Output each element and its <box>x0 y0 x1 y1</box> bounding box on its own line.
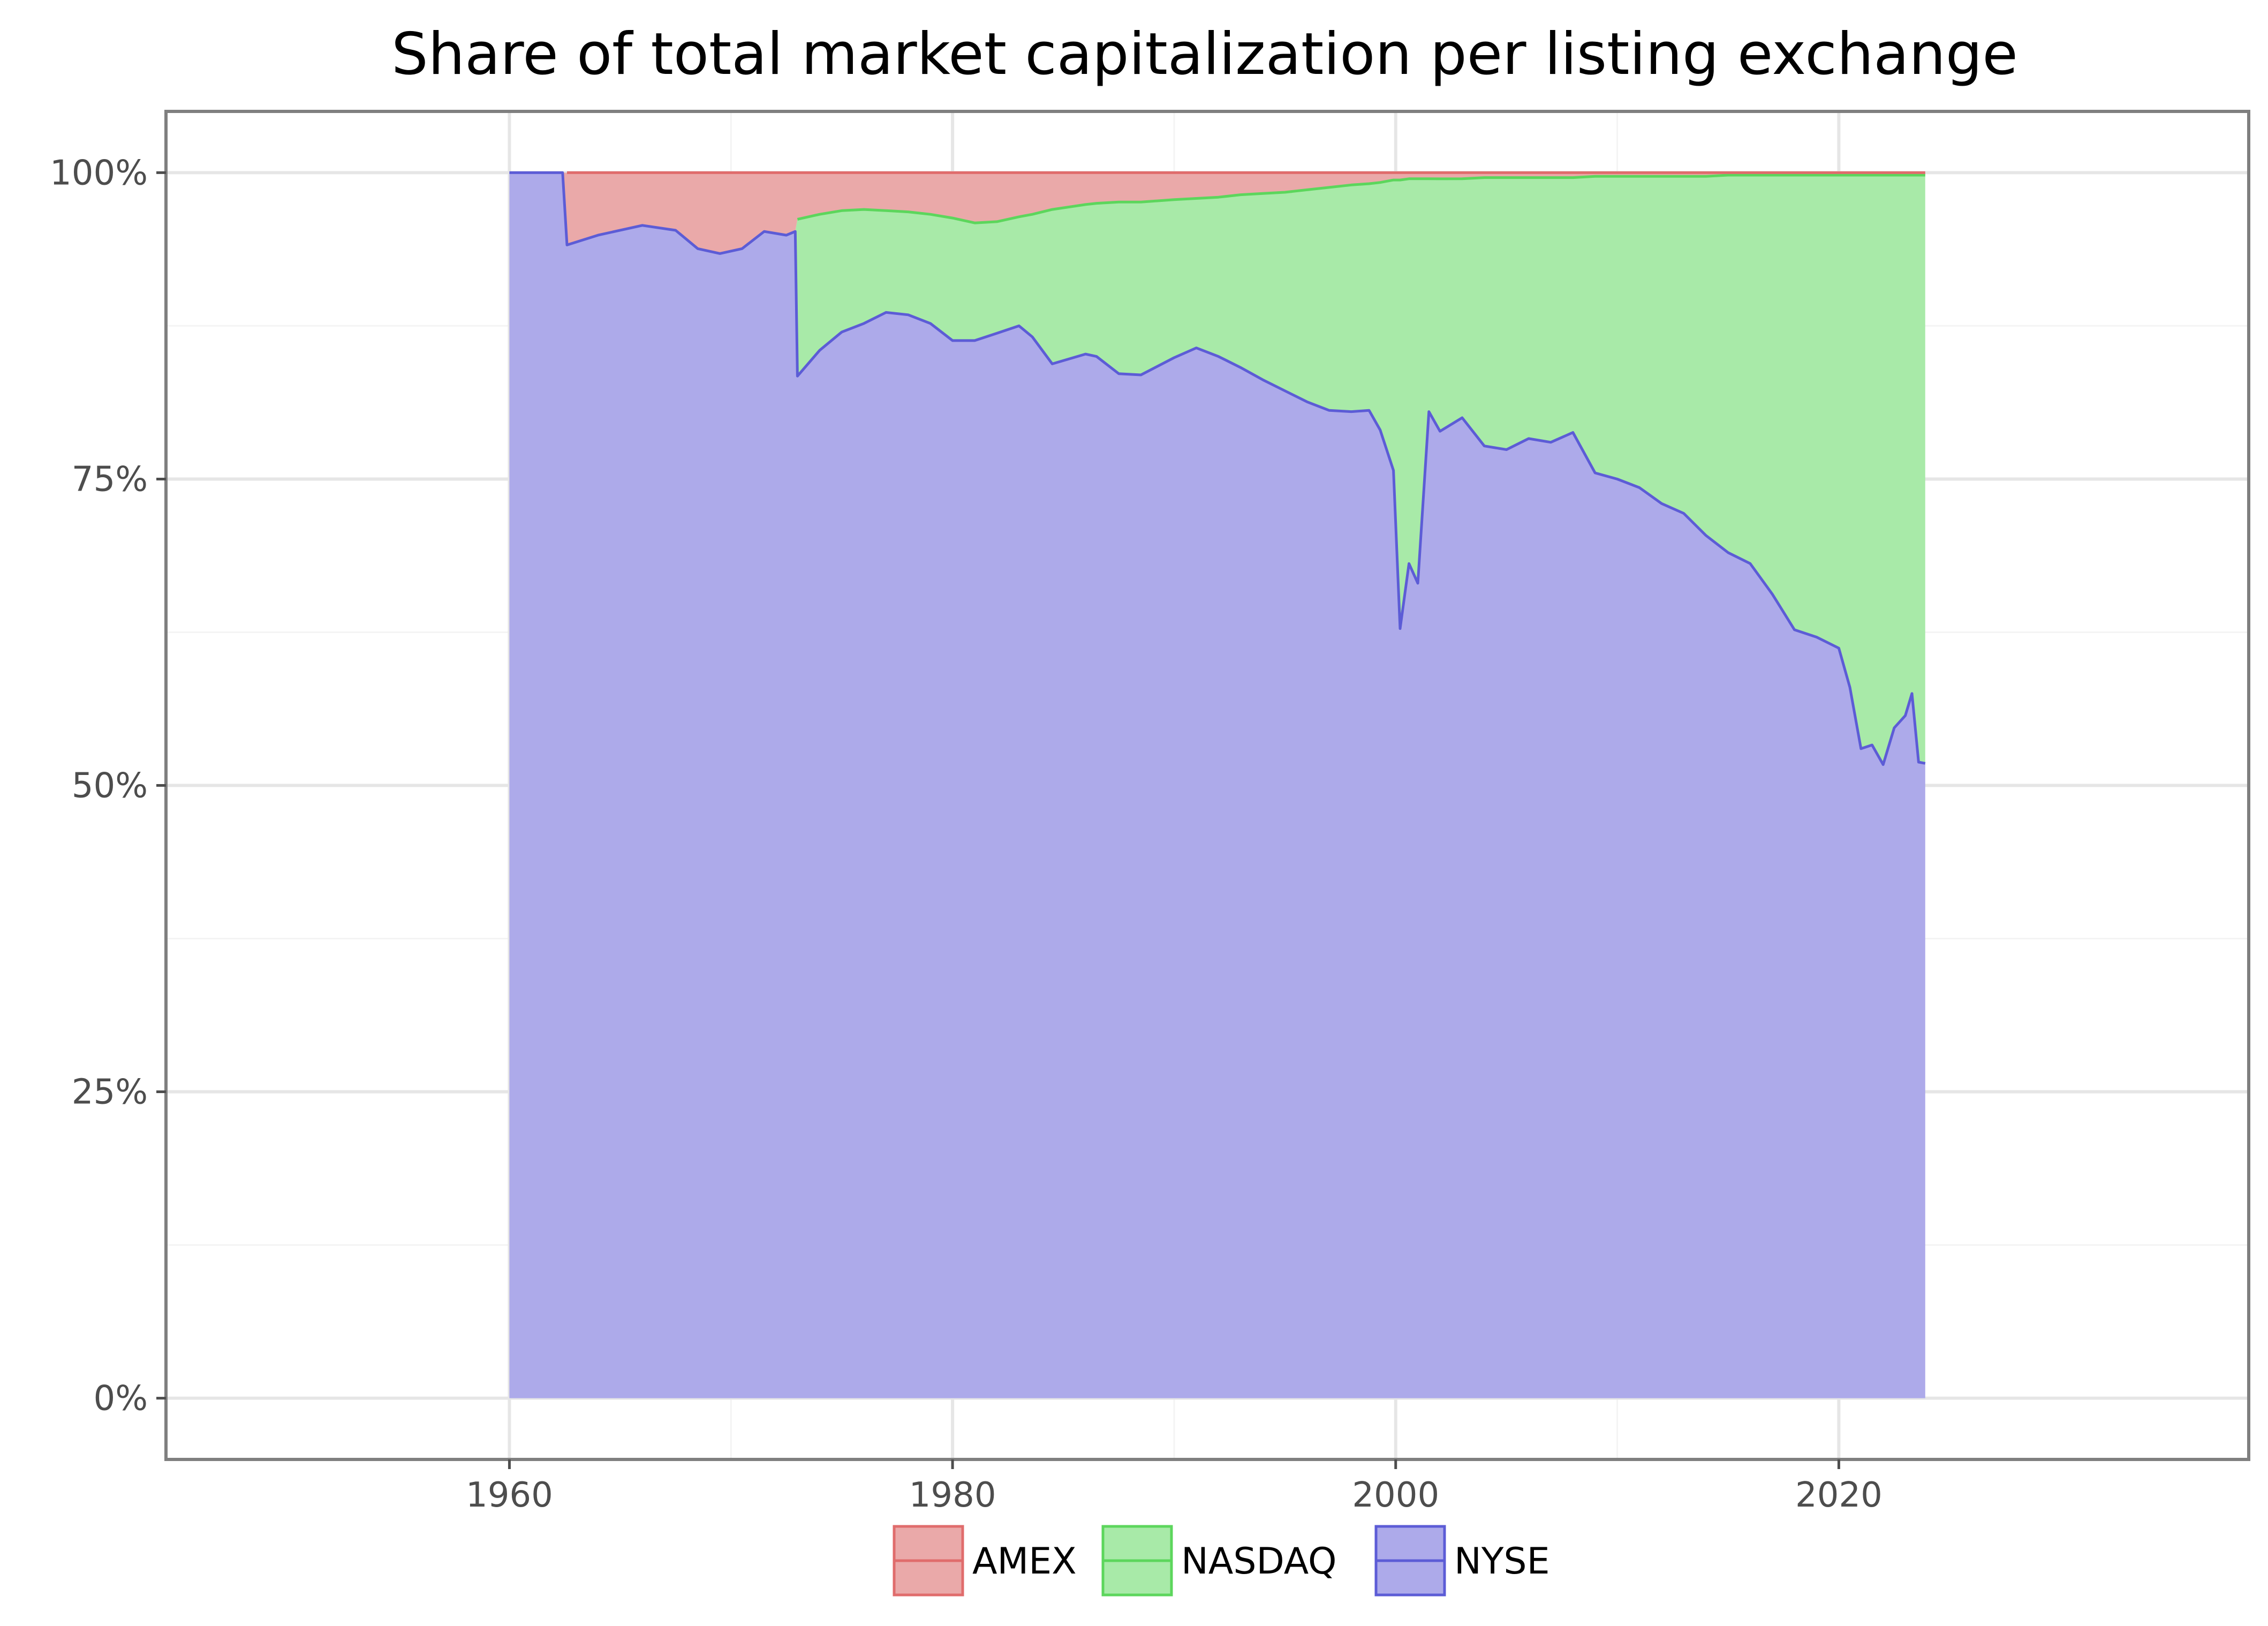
y-tick-label: 100% <box>50 153 148 193</box>
y-tick-label: 50% <box>72 766 148 806</box>
legend-label: AMEX <box>972 1540 1077 1583</box>
series-lines <box>509 171 1926 766</box>
line-nyse <box>509 171 1926 766</box>
legend-item-nasdaq: NASDAQ <box>1101 1525 1337 1597</box>
y-tick-label: 0% <box>93 1379 148 1419</box>
legend-item-amex: AMEX <box>893 1525 1077 1597</box>
x-tick-label: 1980 <box>909 1476 996 1515</box>
x-tick-label: 2000 <box>1352 1476 1439 1515</box>
y-tick-label: 75% <box>72 460 148 499</box>
line-nasdaq <box>797 174 1925 224</box>
x-tick-label: 1960 <box>466 1476 553 1515</box>
x-axis: 1960 1980 2000 2020 <box>466 1459 1883 1515</box>
legend-item-nyse: NYSE <box>1374 1525 1550 1597</box>
area-nyse <box>509 172 1925 1398</box>
y-tick-label: 25% <box>72 1073 148 1112</box>
legend-label: NASDAQ <box>1181 1540 1337 1583</box>
x-tick-label: 2020 <box>1795 1476 1883 1515</box>
legend-label: NYSE <box>1454 1540 1550 1583</box>
chart-title: Share of total market capitalization per… <box>391 21 2018 88</box>
legend: AMEX NASDAQ NYSE <box>893 1525 1550 1597</box>
y-axis: 0% 25% 50% 75% 100% <box>50 153 166 1419</box>
area-nasdaq <box>509 172 1925 765</box>
area-amex <box>509 172 1925 254</box>
stacked-areas <box>509 172 1925 1398</box>
